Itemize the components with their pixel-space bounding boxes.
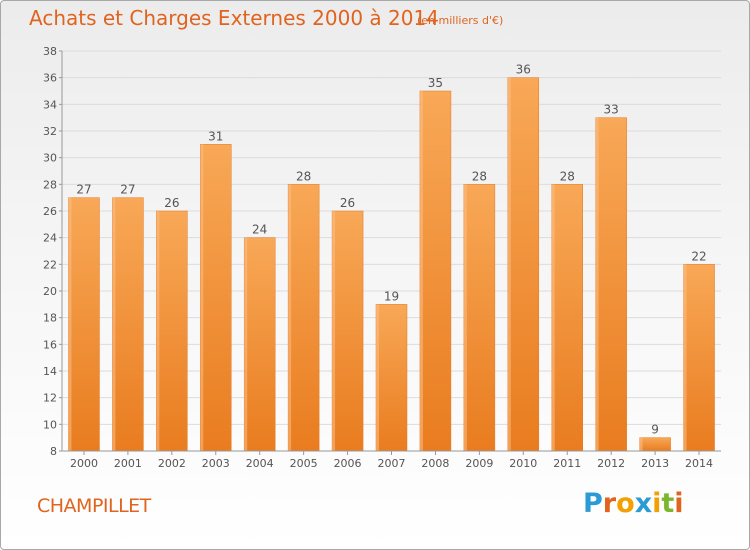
logo-letter: P xyxy=(583,488,603,519)
y-tick-label: 14 xyxy=(43,365,57,378)
y-tick-label: 18 xyxy=(43,312,57,325)
value-label: 27 xyxy=(76,183,91,197)
value-label: 9 xyxy=(651,423,659,437)
bar-2001 xyxy=(112,197,144,452)
bar-highlight xyxy=(463,184,467,452)
x-tick-label: 2001 xyxy=(114,457,142,470)
chart-subtitle: (en milliers d'€) xyxy=(417,14,504,27)
bar-2006 xyxy=(331,210,364,452)
x-tick-label: 2013 xyxy=(641,457,669,470)
x-tick-label: 2010 xyxy=(509,457,537,470)
bar-2013 xyxy=(639,437,671,452)
bar-2003 xyxy=(200,144,232,452)
bar-2014 xyxy=(683,264,715,452)
bar-highlight xyxy=(551,184,555,452)
logo-letter: i xyxy=(674,488,684,519)
value-label: 26 xyxy=(164,196,179,210)
logo-letter: r xyxy=(602,488,617,519)
bar-2005 xyxy=(287,184,320,452)
y-tick-label: 12 xyxy=(43,392,57,405)
value-label: 33 xyxy=(604,103,619,117)
bar-2012 xyxy=(595,117,627,452)
x-tick-label: 2000 xyxy=(70,457,98,470)
bar-highlight xyxy=(244,237,248,451)
value-label: 19 xyxy=(384,289,399,303)
bar-highlight xyxy=(507,77,511,452)
bar-highlight xyxy=(683,264,687,451)
bar-2009 xyxy=(463,184,496,452)
x-tick-label: 2012 xyxy=(597,457,625,470)
bars xyxy=(68,77,715,452)
x-tick-label: 2003 xyxy=(202,457,230,470)
value-label: 28 xyxy=(472,169,487,183)
value-label: 27 xyxy=(120,183,135,197)
logo-letter: o xyxy=(616,488,635,519)
x-tick-label: 2002 xyxy=(158,457,186,470)
bar-highlight xyxy=(288,184,292,452)
commune-name: CHAMPILLET xyxy=(37,495,151,517)
bar-2010 xyxy=(507,77,540,452)
y-tick-label: 26 xyxy=(43,205,57,218)
y-tick-label: 16 xyxy=(43,338,57,351)
value-label: 26 xyxy=(340,196,355,210)
bar-2008 xyxy=(419,90,452,452)
bar-highlight xyxy=(376,304,379,451)
chart-title: Achats et Charges Externes 2000 à 2014 xyxy=(29,6,439,30)
y-tick-label: 22 xyxy=(43,258,57,271)
y-tick-label: 28 xyxy=(43,178,57,191)
value-label: 35 xyxy=(428,76,443,90)
labels: 27 2000 27 2001 26 2002 31 2003 24 2004 28 2005 26 20… xyxy=(70,63,713,470)
x-tick-label: 2006 xyxy=(334,457,362,470)
value-label: 36 xyxy=(516,63,531,77)
y-tick-label: 20 xyxy=(43,285,57,298)
logo-letter: i xyxy=(652,488,662,519)
bar-highlight xyxy=(639,437,643,451)
y-tick-label: 30 xyxy=(43,152,57,165)
logo-letter: x xyxy=(634,488,653,519)
x-tick-label: 2014 xyxy=(685,457,713,470)
logo-letter: t xyxy=(661,488,675,519)
bar-highlight xyxy=(200,144,204,452)
axes: 8 10 12 14 16 18 20 22 24 26 28 30 32 34 36 38 xyxy=(43,45,721,458)
bar-2002 xyxy=(156,210,188,452)
y-tick-label: 36 xyxy=(43,72,57,85)
proxiti-logo: Proxiti xyxy=(583,488,684,519)
x-tick-label: 2004 xyxy=(246,457,274,470)
y-tick-label: 24 xyxy=(43,232,57,245)
bar-highlight xyxy=(595,117,599,452)
value-label: 31 xyxy=(208,129,223,143)
y-tick-label: 34 xyxy=(43,98,57,111)
value-label: 24 xyxy=(252,223,267,237)
y-tick-label: 32 xyxy=(43,125,57,138)
x-tick-label: 2008 xyxy=(421,457,449,470)
value-label: 28 xyxy=(560,169,575,183)
bar-highlight xyxy=(419,91,423,451)
bar-highlight xyxy=(332,211,336,451)
bar-2004 xyxy=(243,237,276,452)
bar-2011 xyxy=(551,184,583,452)
bar-highlight xyxy=(68,197,72,451)
bar-highlight xyxy=(156,211,160,451)
x-tick-label: 2005 xyxy=(290,457,318,470)
y-tick-label: 10 xyxy=(43,418,57,431)
x-tick-label: 2009 xyxy=(465,457,493,470)
y-tick-label: 8 xyxy=(50,445,57,458)
bar-2007 xyxy=(375,304,408,452)
value-label: 22 xyxy=(691,249,706,263)
x-tick-label: 2011 xyxy=(553,457,581,470)
y-tick-label: 38 xyxy=(43,45,57,58)
bar-highlight xyxy=(112,197,116,451)
value-label: 28 xyxy=(296,169,311,183)
bar-2000 xyxy=(68,197,100,452)
x-tick-label: 2007 xyxy=(378,457,406,470)
